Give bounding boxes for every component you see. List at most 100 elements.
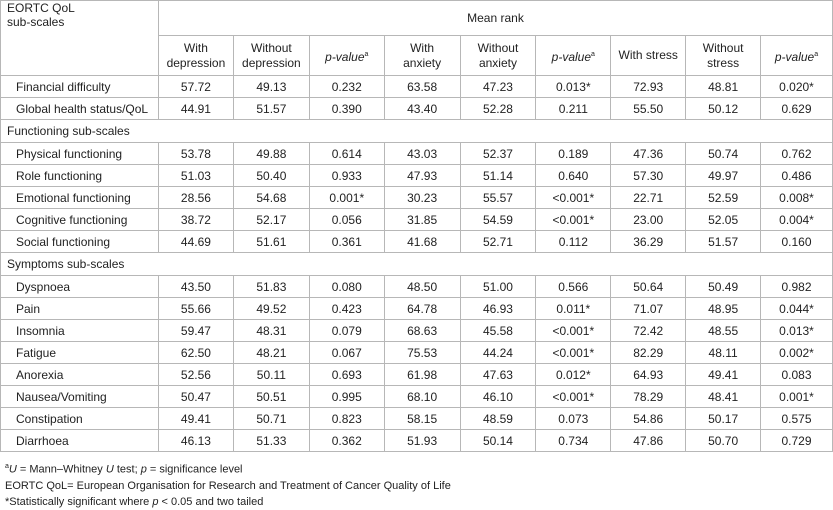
table-cell: 57.72 bbox=[157, 75, 234, 98]
col-header-line: depression bbox=[166, 55, 226, 70]
table-cell: 58.15 bbox=[383, 407, 461, 430]
row-label: Global health status/QoL bbox=[0, 97, 159, 120]
table-cell: 50.47 bbox=[157, 385, 234, 408]
table-cell: 0.362 bbox=[308, 429, 385, 452]
table-row: Constipation 49.41 50.71 0.823 58.15 48.59 0.0… bbox=[0, 407, 833, 430]
table-cell: 47.86 bbox=[610, 429, 687, 452]
table-cell: 0.002* bbox=[760, 341, 833, 364]
table-cell: 52.56 bbox=[157, 363, 234, 386]
table-cell: 0.390 bbox=[308, 97, 385, 120]
table-cell: 0.729 bbox=[760, 429, 833, 452]
table-cell: 52.05 bbox=[685, 208, 762, 231]
table-cell: 0.004* bbox=[760, 208, 833, 231]
table-cell: 52.28 bbox=[459, 97, 537, 120]
col-header-line: Without bbox=[702, 40, 744, 55]
table-cell: 47.93 bbox=[383, 164, 461, 187]
col-header-line: Without bbox=[477, 40, 519, 55]
col-header-pvalue-stress: p-valuea bbox=[760, 35, 833, 76]
table-cell: 48.59 bbox=[459, 407, 537, 430]
row-label: Anorexia bbox=[0, 363, 159, 386]
col-header-with-anxiety: With anxiety bbox=[383, 35, 461, 76]
col-header-with-depression: With depression bbox=[157, 35, 234, 76]
table-cell: 54.59 bbox=[459, 208, 537, 231]
table-cell: 0.013* bbox=[535, 75, 612, 98]
table-cell: 51.14 bbox=[459, 164, 537, 187]
footnote-text: = significance level bbox=[146, 463, 243, 476]
table-cell: 0.001* bbox=[308, 186, 385, 209]
table-cell: 72.42 bbox=[610, 319, 687, 342]
row-label: Social functioning bbox=[0, 230, 159, 253]
table-row: Nausea/Vomiting 50.47 50.51 0.995 68.10 46.10… bbox=[0, 385, 833, 408]
table-cell: 68.10 bbox=[383, 385, 461, 408]
footnote-u: U bbox=[8, 463, 17, 476]
table-cell: 64.78 bbox=[383, 297, 461, 320]
table-cell: 50.11 bbox=[232, 363, 310, 386]
table-cell: <0.001* bbox=[535, 208, 612, 231]
table-cell: 0.112 bbox=[535, 230, 612, 253]
table-cell: 51.57 bbox=[232, 97, 310, 120]
footnote-sup: a bbox=[5, 463, 9, 470]
section-title: Functioning sub-scales bbox=[0, 119, 833, 143]
table-cell: 44.69 bbox=[157, 230, 234, 253]
table-cell: 28.56 bbox=[157, 186, 234, 209]
col-header-line: anxiety bbox=[403, 55, 442, 70]
table-cell: 0.734 bbox=[535, 429, 612, 452]
table-cell: 50.17 bbox=[685, 407, 762, 430]
table-cell: 0.762 bbox=[760, 142, 833, 165]
table-cell: 0.629 bbox=[760, 97, 833, 120]
footnote-eortc: EORTC QoL= European Organisation for Res… bbox=[5, 479, 451, 492]
table-cell: 54.86 bbox=[610, 407, 687, 430]
table-cell: 59.47 bbox=[157, 319, 234, 342]
table-cell: 50.14 bbox=[459, 429, 537, 452]
table-cell: 46.93 bbox=[459, 297, 537, 320]
table-cell: 50.40 bbox=[232, 164, 310, 187]
table-cell: 55.57 bbox=[459, 186, 537, 209]
col-header-without-anxiety: Without anxiety bbox=[459, 35, 537, 76]
section-row: Functioning sub-scales bbox=[0, 119, 833, 143]
pvalue-label: p-value bbox=[551, 49, 592, 64]
row-label: Pain bbox=[0, 297, 159, 320]
table-cell: 0.020* bbox=[760, 75, 833, 98]
table-cell: 53.78 bbox=[157, 142, 234, 165]
footnote-p: p bbox=[152, 495, 159, 508]
table-cell: 0.001* bbox=[760, 385, 833, 408]
table-cell: 43.40 bbox=[383, 97, 461, 120]
table-cell: 48.55 bbox=[685, 319, 762, 342]
pvalue-label: p-value bbox=[774, 49, 815, 64]
row-label: Emotional functioning bbox=[0, 186, 159, 209]
table-cell: 0.614 bbox=[308, 142, 385, 165]
pvalue-sup: a bbox=[814, 50, 819, 58]
footnote-text: *Statistically significant where bbox=[5, 495, 153, 508]
table-cell: 51.03 bbox=[157, 164, 234, 187]
table-cell: 51.61 bbox=[232, 230, 310, 253]
row-label: Insomnia bbox=[0, 319, 159, 342]
table-cell: 45.58 bbox=[459, 319, 537, 342]
table-cell: 0.008* bbox=[760, 186, 833, 209]
table-row: Diarrhoea 46.13 51.33 0.362 51.93 50.14 0.734 4… bbox=[0, 429, 833, 452]
col-header-line: With stress bbox=[618, 48, 678, 63]
table-cell: 0.575 bbox=[760, 407, 833, 430]
table-cell: 48.95 bbox=[685, 297, 762, 320]
table-cell: 51.93 bbox=[383, 429, 461, 452]
table-cell: 50.12 bbox=[685, 97, 762, 120]
table-cell: 64.93 bbox=[610, 363, 687, 386]
table-cell: <0.001* bbox=[535, 385, 612, 408]
table-row: Global health status/QoL 44.91 51.57 0.390 4… bbox=[0, 97, 833, 120]
table-cell: 68.63 bbox=[383, 319, 461, 342]
table-cell: 43.03 bbox=[383, 142, 461, 165]
col-header-pvalue-depression: p-valuea bbox=[308, 35, 385, 76]
table-cell: <0.001* bbox=[535, 341, 612, 364]
table-row: Pain 55.66 49.52 0.423 64.78 46.93 0.011* 71.07… bbox=[0, 297, 833, 320]
table-row: Dyspnoea 43.50 51.83 0.080 48.50 51.00 0.566 50… bbox=[0, 275, 833, 298]
footnote-text: < 0.05 and two tailed bbox=[158, 495, 264, 508]
table-row: Role functioning 51.03 50.40 0.933 47.93 51.1… bbox=[0, 164, 833, 187]
table-cell: 48.11 bbox=[685, 341, 762, 364]
table-cell: 82.29 bbox=[610, 341, 687, 364]
col-header-line: With bbox=[410, 40, 435, 55]
table-cell: 46.10 bbox=[459, 385, 537, 408]
table-cell: 63.58 bbox=[383, 75, 461, 98]
table-cell: 47.63 bbox=[459, 363, 537, 386]
table-cell: 51.83 bbox=[232, 275, 310, 298]
table-cell: 0.073 bbox=[535, 407, 612, 430]
table-cell: 23.00 bbox=[610, 208, 687, 231]
